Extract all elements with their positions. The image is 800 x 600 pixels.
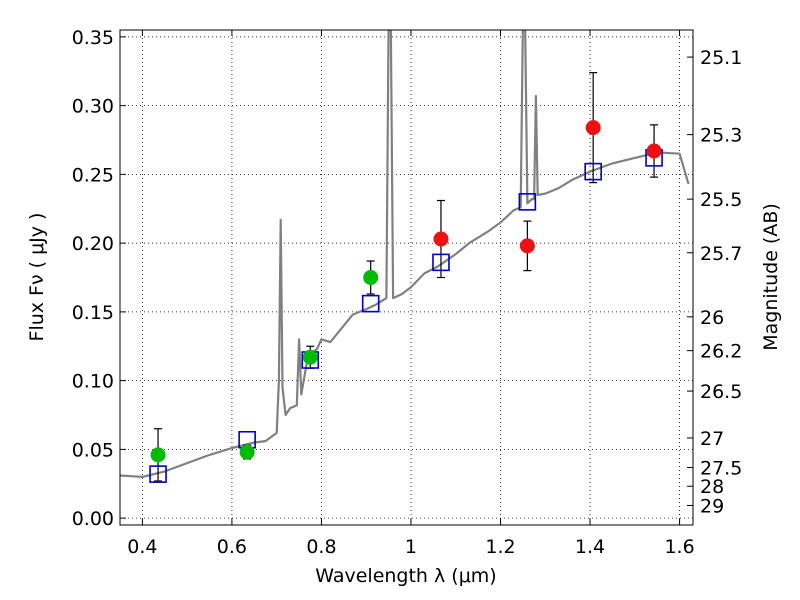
x-tick-label: 0.6: [217, 536, 247, 558]
right-tick-label: 27: [700, 428, 724, 450]
x-tick-label: 1.2: [485, 536, 515, 558]
y-tick-label: 0.25: [72, 164, 114, 186]
model-square-point: [361, 294, 380, 313]
y-tick-label: 0.30: [72, 96, 114, 118]
right-tick-label: 25.7: [700, 243, 742, 265]
right-tick-label: 25.3: [700, 125, 742, 147]
spectrum-line: [120, 30, 690, 478]
right-tick-label: 25.1: [700, 47, 742, 69]
green-data-point: [239, 444, 255, 460]
y-axis-label: Flux Fν ( μJy ): [26, 213, 48, 342]
right-tick-label: 27.5: [700, 458, 742, 480]
y-tick-label: 0.05: [72, 439, 114, 461]
right-tick-label: 29: [700, 495, 724, 517]
model-square-point: [149, 465, 167, 483]
model-square-point: [584, 162, 602, 181]
x-tick-label: 0.4: [127, 536, 157, 558]
model-square-point: [518, 193, 537, 211]
y-tick-label: 0.35: [72, 27, 114, 49]
right-tick-label: 26.2: [700, 341, 742, 363]
y-tick-label: 0.10: [72, 371, 114, 393]
data-layer: [120, 30, 690, 483]
y-tick-label: 0.15: [72, 302, 114, 324]
green-data-point: [363, 270, 379, 285]
right-tick-label: 28: [700, 476, 724, 498]
right-y-axis-label: Magnitude (AB): [760, 203, 782, 351]
plot-frame: [119, 29, 694, 526]
x-tick-label: 1: [405, 536, 417, 558]
right-tick-label: 26.5: [700, 381, 742, 403]
red-data-point: [585, 120, 601, 136]
y-tick-label: 0.20: [72, 233, 114, 255]
grid: [120, 30, 693, 525]
y-tick-label: 0.00: [72, 508, 114, 530]
right-tick-label: 25.5: [700, 189, 742, 211]
ticks: 0.4 0.6 0.8 1 1.2 1.4 1.6 0.00 0.05 0.10 0.15 0.20 0…: [72, 27, 743, 558]
x-tick-label: 1.4: [575, 536, 605, 558]
green-data-point: [302, 349, 318, 365]
model-square-point: [432, 253, 450, 272]
red-data-point: [519, 238, 535, 254]
x-tick-label: 1.6: [664, 536, 694, 558]
red-data-point: [433, 231, 449, 247]
right-tick-label: 26: [700, 307, 724, 329]
x-tick-label: 0.8: [306, 536, 336, 558]
red-data-point: [646, 143, 662, 159]
green-data-point: [150, 447, 166, 463]
x-axis-label: Wavelength λ (μm): [315, 565, 496, 587]
